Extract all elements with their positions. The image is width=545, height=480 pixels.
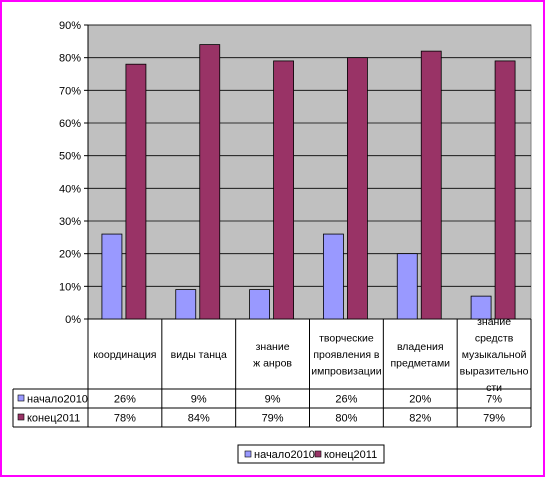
y-tick-label: 30% [59, 216, 81, 228]
x-tick-label: владения предметами [390, 341, 450, 370]
bar-start [323, 233, 344, 320]
bar-end [273, 60, 294, 320]
table-series-name: начало2010 [27, 394, 88, 406]
data-label: 26% [114, 394, 136, 406]
legend-swatch-start [244, 450, 252, 458]
y-tick-label: 0% [65, 314, 81, 326]
y-tick-label: 40% [59, 183, 81, 195]
data-label: 9% [191, 394, 207, 406]
legend-swatch-end [314, 450, 322, 458]
x-tick-label: знание ж анров [253, 341, 292, 370]
bar-start [175, 289, 197, 320]
x-tick-label: координация [93, 349, 156, 361]
plot-background [87, 24, 532, 320]
bar-chart: 0% 10% 20% 30% 40% 50% 60% 70% 80% 90% координаци… [12, 20, 532, 464]
y-tick-label: 80% [59, 53, 81, 65]
bar-start [396, 253, 418, 320]
data-table: координация виды танца знание ж анров творче… [12, 316, 532, 428]
data-label: 79% [483, 413, 505, 425]
y-tick-label: 60% [59, 118, 81, 130]
x-tick-label: творческие проявления в импровизации [311, 333, 381, 378]
bar-start [101, 233, 123, 320]
y-tick-label: 90% [59, 20, 81, 32]
legend: начало2010 конец2011 [237, 444, 385, 464]
legend-key-end [17, 413, 25, 421]
y-tick-label: 20% [59, 249, 81, 261]
data-label: 9% [265, 394, 281, 406]
data-label: 20% [409, 394, 431, 406]
y-tick-label: 50% [59, 151, 81, 163]
bar-start [470, 295, 492, 320]
data-label: 26% [335, 394, 357, 406]
table-series-name: конец2011 [27, 413, 80, 425]
legend-label: начало2010 [254, 449, 315, 461]
x-tick-label: виды танца [171, 349, 227, 361]
bar-end [347, 57, 368, 320]
legend-box [237, 444, 385, 464]
y-tick-label: 10% [59, 281, 81, 293]
bar-start [249, 289, 270, 320]
plot-area: 0% 10% 20% 30% 40% 50% 60% 70% 80% 90% [59, 20, 532, 326]
data-label: 79% [262, 413, 284, 425]
bar-end [494, 60, 516, 320]
data-label: 78% [114, 413, 136, 425]
bar-end [199, 44, 221, 320]
data-label: 84% [188, 413, 210, 425]
data-label: 82% [409, 413, 431, 425]
legend-key-start [17, 394, 25, 402]
bar-end [125, 63, 147, 320]
data-label: 7% [486, 394, 502, 406]
data-label: 80% [335, 413, 357, 425]
legend-label: конец2011 [324, 449, 377, 461]
bar-end [420, 50, 442, 320]
x-tick-label: знание средств музыкальной выразительно сти [460, 316, 529, 394]
y-tick-label: 70% [59, 85, 81, 97]
